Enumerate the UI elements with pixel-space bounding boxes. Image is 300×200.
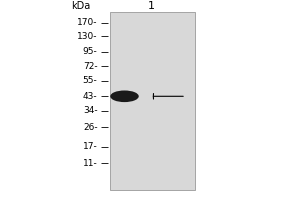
- Text: 34-: 34-: [83, 106, 98, 115]
- Text: 43-: 43-: [83, 92, 98, 101]
- Text: 95-: 95-: [83, 47, 98, 56]
- Text: 130-: 130-: [77, 32, 98, 41]
- Text: 11-: 11-: [83, 159, 98, 168]
- Text: 55-: 55-: [83, 76, 98, 85]
- Ellipse shape: [110, 90, 139, 102]
- Text: 26-: 26-: [83, 123, 98, 132]
- Text: 170-: 170-: [77, 18, 98, 27]
- Text: 17-: 17-: [83, 142, 98, 151]
- Text: 1: 1: [148, 1, 155, 11]
- Text: kDa: kDa: [71, 1, 90, 11]
- FancyBboxPatch shape: [110, 12, 195, 190]
- Text: 72-: 72-: [83, 62, 98, 71]
